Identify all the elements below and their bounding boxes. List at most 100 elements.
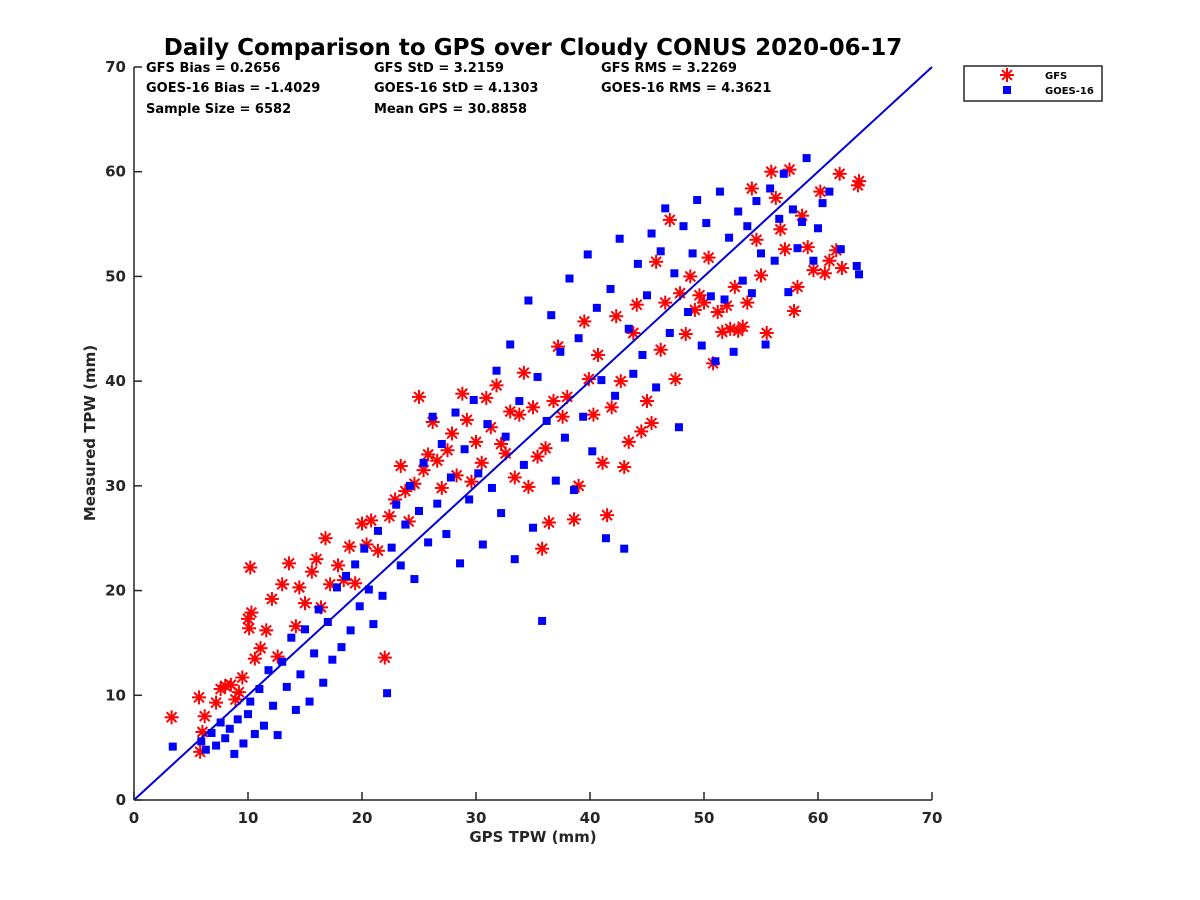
gfs-point bbox=[507, 470, 522, 485]
y-tick-label: 30 bbox=[105, 477, 126, 495]
goes-16-point bbox=[342, 571, 351, 580]
gfs-point bbox=[541, 515, 556, 530]
gfs-point bbox=[822, 253, 837, 268]
goes-16-point bbox=[693, 195, 702, 204]
goes-16-point bbox=[734, 207, 743, 216]
goes-16-point bbox=[720, 295, 729, 304]
goes-16-point bbox=[809, 256, 818, 265]
gfs-point bbox=[535, 541, 550, 556]
goes-16-point bbox=[410, 575, 419, 584]
goes-16-point bbox=[383, 689, 392, 698]
gfs-point bbox=[191, 690, 206, 705]
stat-gfs-std: GFS StD = 3.2159 bbox=[374, 61, 504, 76]
gfs-point bbox=[164, 710, 179, 725]
goes-16-point bbox=[519, 460, 528, 469]
gfs-point bbox=[264, 591, 279, 606]
goes-16-point bbox=[259, 721, 268, 730]
gfs-point bbox=[571, 478, 586, 493]
goes-16-point bbox=[551, 476, 560, 485]
gfs-point bbox=[727, 279, 742, 294]
goes-16-point bbox=[529, 523, 537, 532]
goes-16-point bbox=[337, 643, 346, 652]
gfs-point bbox=[806, 263, 821, 278]
goes-16-point bbox=[510, 555, 519, 564]
goes-16-point bbox=[836, 245, 845, 254]
gfs-point bbox=[445, 426, 460, 441]
gfs-point bbox=[393, 458, 408, 473]
goes-16-point bbox=[761, 340, 770, 349]
goes-16-point bbox=[168, 742, 177, 751]
goes-16-point bbox=[556, 347, 565, 356]
goes-16-point bbox=[456, 559, 465, 568]
x-tick-label: 0 bbox=[129, 809, 139, 827]
goes-16-point bbox=[328, 655, 337, 664]
gfs-point bbox=[817, 266, 832, 281]
goes-16-point bbox=[643, 291, 651, 300]
goes-16-point bbox=[201, 745, 210, 754]
gfs-point bbox=[288, 619, 303, 634]
goes-16-point bbox=[319, 678, 328, 687]
goes-16-point bbox=[492, 366, 501, 375]
goes-16-point bbox=[442, 530, 451, 539]
gfs-point bbox=[244, 605, 259, 620]
legend-box bbox=[963, 65, 1103, 102]
goes-16-point bbox=[788, 205, 797, 214]
goes-16-point bbox=[282, 682, 291, 691]
gfs-point bbox=[595, 455, 610, 470]
gfs-point bbox=[331, 558, 346, 573]
goes-16-point bbox=[793, 244, 802, 253]
goes-16-point bbox=[665, 328, 674, 337]
gfs-point bbox=[787, 303, 802, 318]
gfs-point bbox=[298, 596, 312, 611]
gfs-point bbox=[768, 190, 783, 205]
gfs-point bbox=[834, 261, 849, 276]
goes-16-point bbox=[446, 473, 455, 482]
y-tick-label: 50 bbox=[105, 267, 126, 285]
goes-16-point bbox=[264, 666, 273, 675]
x-tick-label: 50 bbox=[694, 809, 715, 827]
goes-16-point bbox=[570, 486, 579, 495]
gfs-point bbox=[479, 390, 494, 405]
stat-sample-size: Sample Size = 6582 bbox=[146, 102, 291, 117]
goes-16-point bbox=[273, 731, 282, 740]
goes-16-point bbox=[497, 509, 506, 518]
gfs-point bbox=[662, 212, 677, 227]
legend-goes-marker bbox=[1003, 86, 1011, 94]
gfs-point bbox=[640, 394, 654, 409]
goes-16-point bbox=[465, 495, 474, 504]
goes-16-point bbox=[483, 420, 492, 429]
gfs-point bbox=[644, 416, 659, 431]
gfs-point bbox=[292, 580, 307, 595]
goes-16-point bbox=[583, 250, 592, 259]
goes-16-point bbox=[711, 357, 720, 366]
gfs-point bbox=[282, 556, 297, 571]
goes-16-point bbox=[656, 247, 665, 256]
gfs-point bbox=[683, 269, 698, 284]
goes-16-point bbox=[355, 602, 364, 611]
gfs-point bbox=[749, 232, 764, 247]
gfs-point bbox=[197, 709, 212, 724]
gfs-point bbox=[421, 447, 436, 462]
gfs-point bbox=[617, 460, 632, 475]
stat-goes-rms: GOES-16 RMS = 4.3621 bbox=[601, 81, 771, 96]
goes-16-point bbox=[314, 605, 323, 614]
goes-16-point bbox=[524, 296, 533, 305]
gfs-point bbox=[342, 539, 357, 554]
goes-16-point bbox=[419, 458, 428, 467]
goes-16-point bbox=[305, 697, 314, 706]
goes-16-point bbox=[601, 534, 610, 543]
goes-16-point bbox=[825, 187, 834, 196]
goes-16-point bbox=[697, 341, 706, 350]
goes-16-point bbox=[360, 544, 369, 553]
goes-16-point bbox=[387, 543, 396, 552]
statistics-block: GFS Bias = 0.2656 GFS StD = 3.2159 GFS R… bbox=[146, 61, 771, 117]
goes-16-point bbox=[415, 506, 423, 515]
goes-16-point bbox=[310, 649, 319, 658]
goes-16-point bbox=[725, 233, 734, 242]
gfs-point bbox=[577, 314, 592, 329]
goes-16-point bbox=[478, 540, 487, 549]
stat-goes-bias: GOES-16 Bias = -1.4029 bbox=[146, 81, 320, 96]
series-goes-16 bbox=[168, 154, 864, 758]
goes-16-point bbox=[346, 626, 355, 635]
goes-16-point bbox=[852, 261, 861, 270]
